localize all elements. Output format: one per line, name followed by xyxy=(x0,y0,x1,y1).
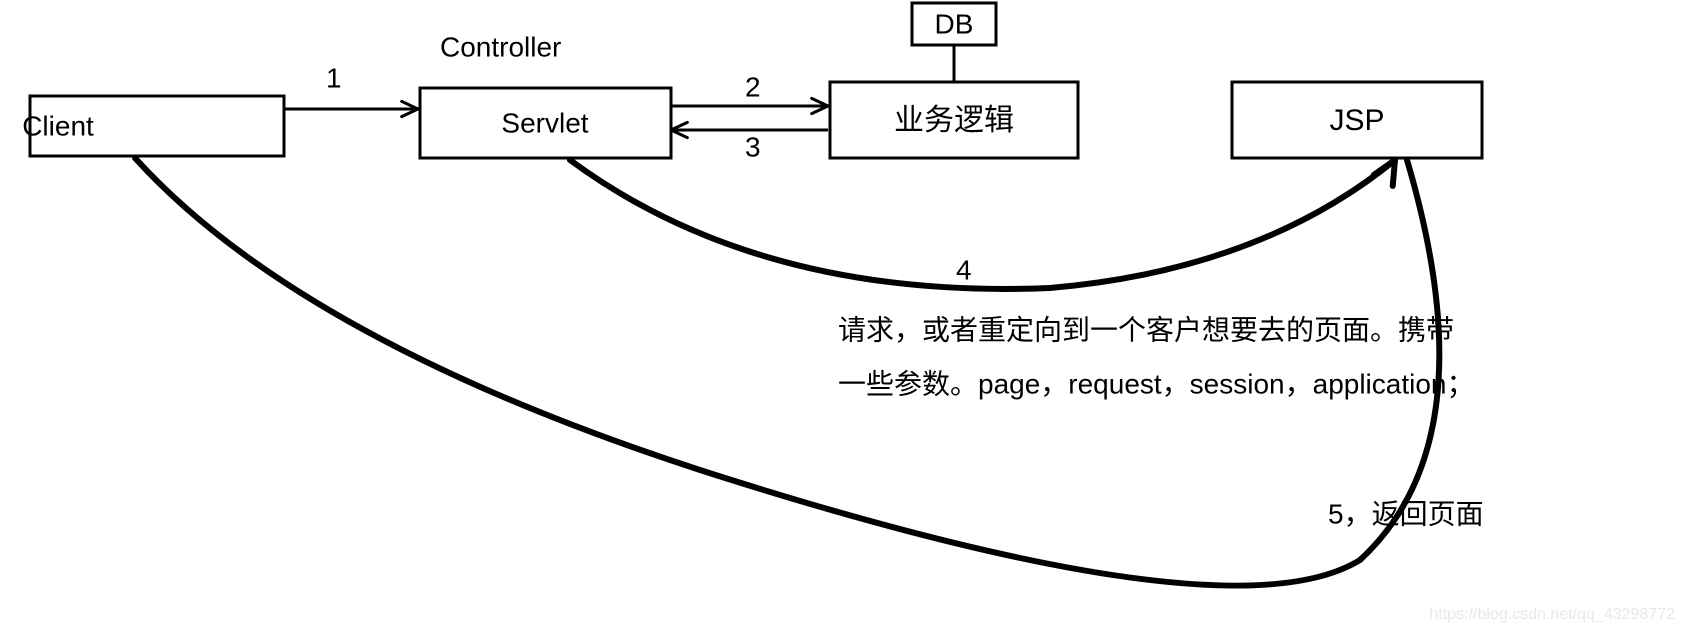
edge-1 xyxy=(284,101,418,116)
label-edge3: 3 xyxy=(745,131,761,162)
label-controller: Controller xyxy=(440,31,561,62)
node-servlet: Servlet xyxy=(420,88,671,158)
node-db: DB xyxy=(912,3,996,45)
label-annotation_line1: 请求，或者重定向到一个客户想要去的页面。携带 xyxy=(838,314,1454,345)
node-business: 业务逻辑 xyxy=(830,82,1078,158)
node-client: Client xyxy=(22,96,284,156)
node-jsp-label: JSP xyxy=(1329,104,1384,137)
label-edge4: 4 xyxy=(956,254,972,285)
label-edge1: 1 xyxy=(326,62,342,93)
node-client-label: Client xyxy=(22,110,94,141)
label-edge2: 2 xyxy=(745,71,761,102)
edge-db-link xyxy=(940,45,968,82)
node-jsp: JSP xyxy=(1232,82,1482,158)
node-db-label: DB xyxy=(935,8,974,39)
label-edge5: 5，返回页面 xyxy=(1328,498,1484,529)
node-business-label: 业务逻辑 xyxy=(894,104,1014,137)
label-annotation_line2: 一些参数。page，request，session，application； xyxy=(838,368,1475,399)
watermark: https://blog.csdn.net/qq_43298772 xyxy=(1429,606,1675,623)
edge-4 xyxy=(570,160,1395,289)
node-servlet-label: Servlet xyxy=(501,107,588,138)
